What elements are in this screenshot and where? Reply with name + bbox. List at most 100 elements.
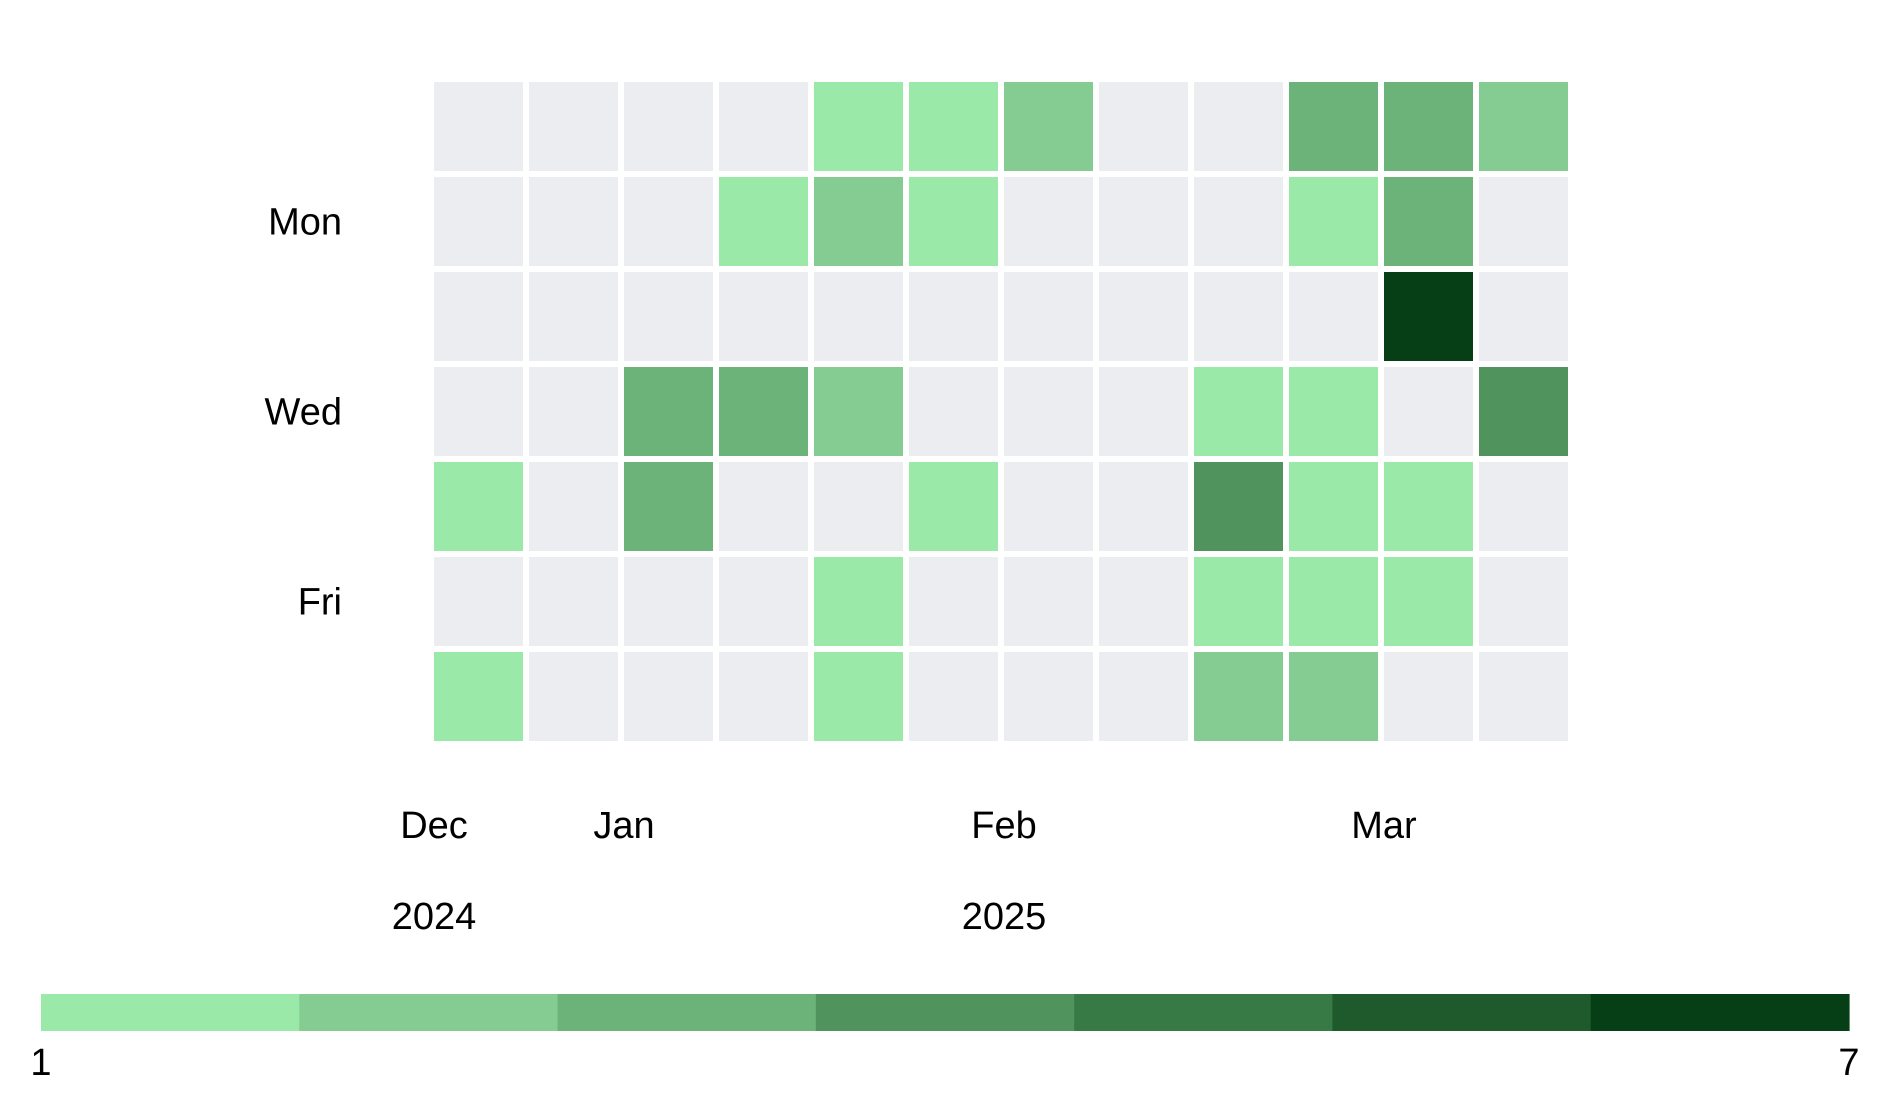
colorbar-segment: [557, 994, 817, 1031]
heatmap-cell: [719, 652, 808, 741]
heatmap-cell: [909, 652, 998, 741]
heatmap-cell: [814, 177, 903, 266]
heatmap-cell: [1004, 652, 1093, 741]
heatmap-cell: [1194, 462, 1283, 551]
weekday-labels: Mon Wed Fri: [265, 202, 342, 624]
heatmap-cell: [624, 462, 713, 551]
heatmap-cell: [1289, 462, 1378, 551]
heatmap-cell: [1004, 462, 1093, 551]
heatmap-cell: [1099, 272, 1188, 361]
heatmap-cell: [1099, 462, 1188, 551]
heatmap-cell: [624, 177, 713, 266]
heatmap-cell: [1384, 462, 1473, 551]
heatmap-cell: [1479, 367, 1568, 456]
heatmap-cell: [1479, 462, 1568, 551]
heatmap-cell: [1289, 272, 1378, 361]
weekday-label: Wed: [265, 392, 342, 434]
heatmap-cell: [814, 557, 903, 646]
heatmap-cell: [1099, 177, 1188, 266]
heatmap-cell: [909, 177, 998, 266]
colorbar-segment: [41, 994, 300, 1031]
heatmap-cell: [1384, 652, 1473, 741]
month-label: Dec: [400, 805, 468, 847]
heatmap-cell: [624, 272, 713, 361]
year-labels: 2024 2025: [392, 896, 1047, 938]
heatmap-cell: [1479, 177, 1568, 266]
heatmap-cell: [814, 367, 903, 456]
heatmap-cell: [1194, 367, 1283, 456]
heatmap-cell: [1004, 82, 1093, 171]
colorbar-segment: [1074, 994, 1334, 1031]
colorbar-segment: [1332, 994, 1592, 1031]
heatmap-cells: [434, 82, 1568, 741]
heatmap-cell: [529, 462, 618, 551]
heatmap-cell: [1479, 557, 1568, 646]
heatmap-cell: [434, 652, 523, 741]
heatmap-cell: [1289, 82, 1378, 171]
heatmap-cell: [1384, 272, 1473, 361]
heatmap-cell: [434, 367, 523, 456]
colorbar: [41, 994, 1850, 1031]
colorbar-min-label: 1: [30, 1042, 51, 1084]
heatmap-cell: [1479, 272, 1568, 361]
heatmap-cell: [434, 272, 523, 361]
heatmap-cell: [1004, 367, 1093, 456]
heatmap-cell: [1384, 177, 1473, 266]
heatmap-cell: [529, 272, 618, 361]
heatmap-cell: [719, 557, 808, 646]
colorbar-segment: [299, 994, 559, 1031]
month-label: Mar: [1351, 805, 1417, 847]
heatmap-cell: [1099, 82, 1188, 171]
heatmap-cell: [1479, 652, 1568, 741]
heatmap-cell: [1289, 367, 1378, 456]
heatmap-cell: [719, 177, 808, 266]
heatmap-cell: [909, 462, 998, 551]
heatmap-cell: [529, 177, 618, 266]
heatmap-cell: [719, 82, 808, 171]
weekday-label: Mon: [268, 202, 342, 244]
heatmap-cell: [1384, 557, 1473, 646]
heatmap-cell: [529, 82, 618, 171]
year-label: 2025: [962, 896, 1047, 938]
month-label: Jan: [593, 805, 654, 847]
heatmap-cell: [909, 557, 998, 646]
heatmap-cell: [1194, 82, 1283, 171]
heatmap-cell: [1099, 557, 1188, 646]
heatmap-cell: [909, 367, 998, 456]
year-label: 2024: [392, 896, 477, 938]
heatmap-cell: [529, 652, 618, 741]
month-labels: Dec Jan Feb Mar: [400, 805, 1417, 847]
heatmap-cell: [909, 82, 998, 171]
heatmap-cell: [624, 82, 713, 171]
heatmap-cell: [434, 462, 523, 551]
heatmap-cell: [1289, 557, 1378, 646]
heatmap-cell: [1004, 557, 1093, 646]
heatmap-cell: [814, 462, 903, 551]
heatmap-cell: [1289, 177, 1378, 266]
heatmap-cell: [909, 272, 998, 361]
heatmap-cell: [624, 367, 713, 456]
heatmap-cell: [1194, 557, 1283, 646]
heatmap-cell: [1194, 652, 1283, 741]
heatmap-cell: [624, 652, 713, 741]
heatmap-cell: [1384, 82, 1473, 171]
heatmap-cell: [434, 177, 523, 266]
heatmap-cell: [719, 462, 808, 551]
colorbar-max-label: 7: [1838, 1042, 1859, 1084]
heatmap-cell: [1479, 82, 1568, 171]
heatmap-cell: [814, 272, 903, 361]
heatmap-cell: [1004, 272, 1093, 361]
heatmap-cell: [1004, 177, 1093, 266]
heatmap-cell: [1194, 272, 1283, 361]
heatmap-cell: [624, 557, 713, 646]
heatmap-cell: [719, 272, 808, 361]
heatmap-cell: [1099, 652, 1188, 741]
heatmap-cell: [814, 652, 903, 741]
heatmap-cell: [1384, 367, 1473, 456]
heatmap-cell: [719, 367, 808, 456]
heatmap-cell: [814, 82, 903, 171]
heatmap-cell: [1289, 652, 1378, 741]
heatmap-cell: [434, 82, 523, 171]
weekday-label: Fri: [298, 582, 342, 624]
